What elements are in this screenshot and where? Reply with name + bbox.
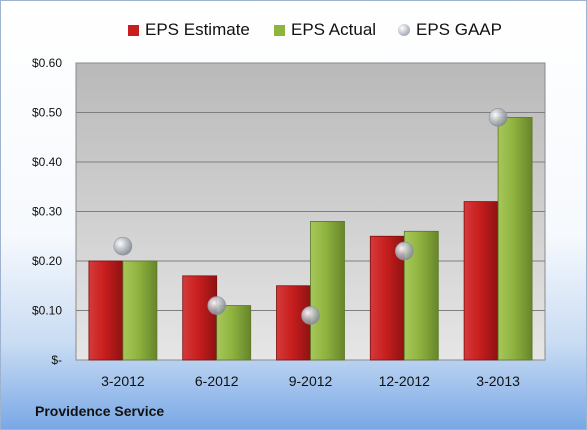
legend-item-eps-estimate: EPS Estimate [128, 17, 250, 43]
marker-eps-gaap [301, 306, 320, 325]
legend-swatch-eps-actual [274, 24, 285, 36]
legend-label-eps-gaap: EPS GAAP [416, 20, 502, 39]
y-tick-label: $0.60 [32, 56, 62, 70]
bar-eps-actual [310, 220, 345, 361]
x-tick-label: 3-2012 [101, 373, 145, 389]
legend-swatch-eps-estimate [128, 24, 139, 36]
legend-item-eps-gaap: EPS GAAP [398, 17, 502, 43]
bar-eps-actual [122, 260, 158, 361]
company-name: Providence Service [35, 403, 165, 419]
marker-eps-gaap [113, 236, 133, 256]
bar-eps-estimate [88, 260, 124, 361]
legend-label-eps-estimate: EPS Estimate [145, 20, 250, 39]
bar-eps-estimate [463, 201, 499, 361]
bar-eps-actual [216, 305, 252, 361]
y-tick-label: $0.40 [32, 155, 62, 169]
y-tick-label: $0.50 [32, 106, 62, 120]
legend: EPS Estimate EPS Actual EPS GAAP [1, 17, 586, 43]
x-tick-label: 3-2013 [476, 373, 520, 389]
legend-label-eps-actual: EPS Actual [291, 20, 377, 39]
bar-eps-actual [497, 117, 533, 361]
y-tick-label: $0.10 [32, 304, 62, 318]
y-tick-label: $0.20 [32, 254, 62, 268]
bar-eps-estimate [182, 275, 218, 361]
marker-eps-gaap [488, 108, 508, 127]
x-tick-label: 6-2012 [195, 373, 239, 389]
marker-eps-gaap [394, 241, 414, 261]
marker-eps-gaap [207, 296, 226, 315]
legend-item-eps-actual: EPS Actual [274, 17, 376, 43]
y-tick-label: $- [51, 353, 62, 367]
x-tick-label: 12-2012 [379, 373, 431, 389]
legend-marker-eps-gaap [398, 24, 410, 36]
x-tick-label: 9-2012 [289, 373, 333, 389]
y-tick-label: $0.30 [32, 205, 62, 219]
